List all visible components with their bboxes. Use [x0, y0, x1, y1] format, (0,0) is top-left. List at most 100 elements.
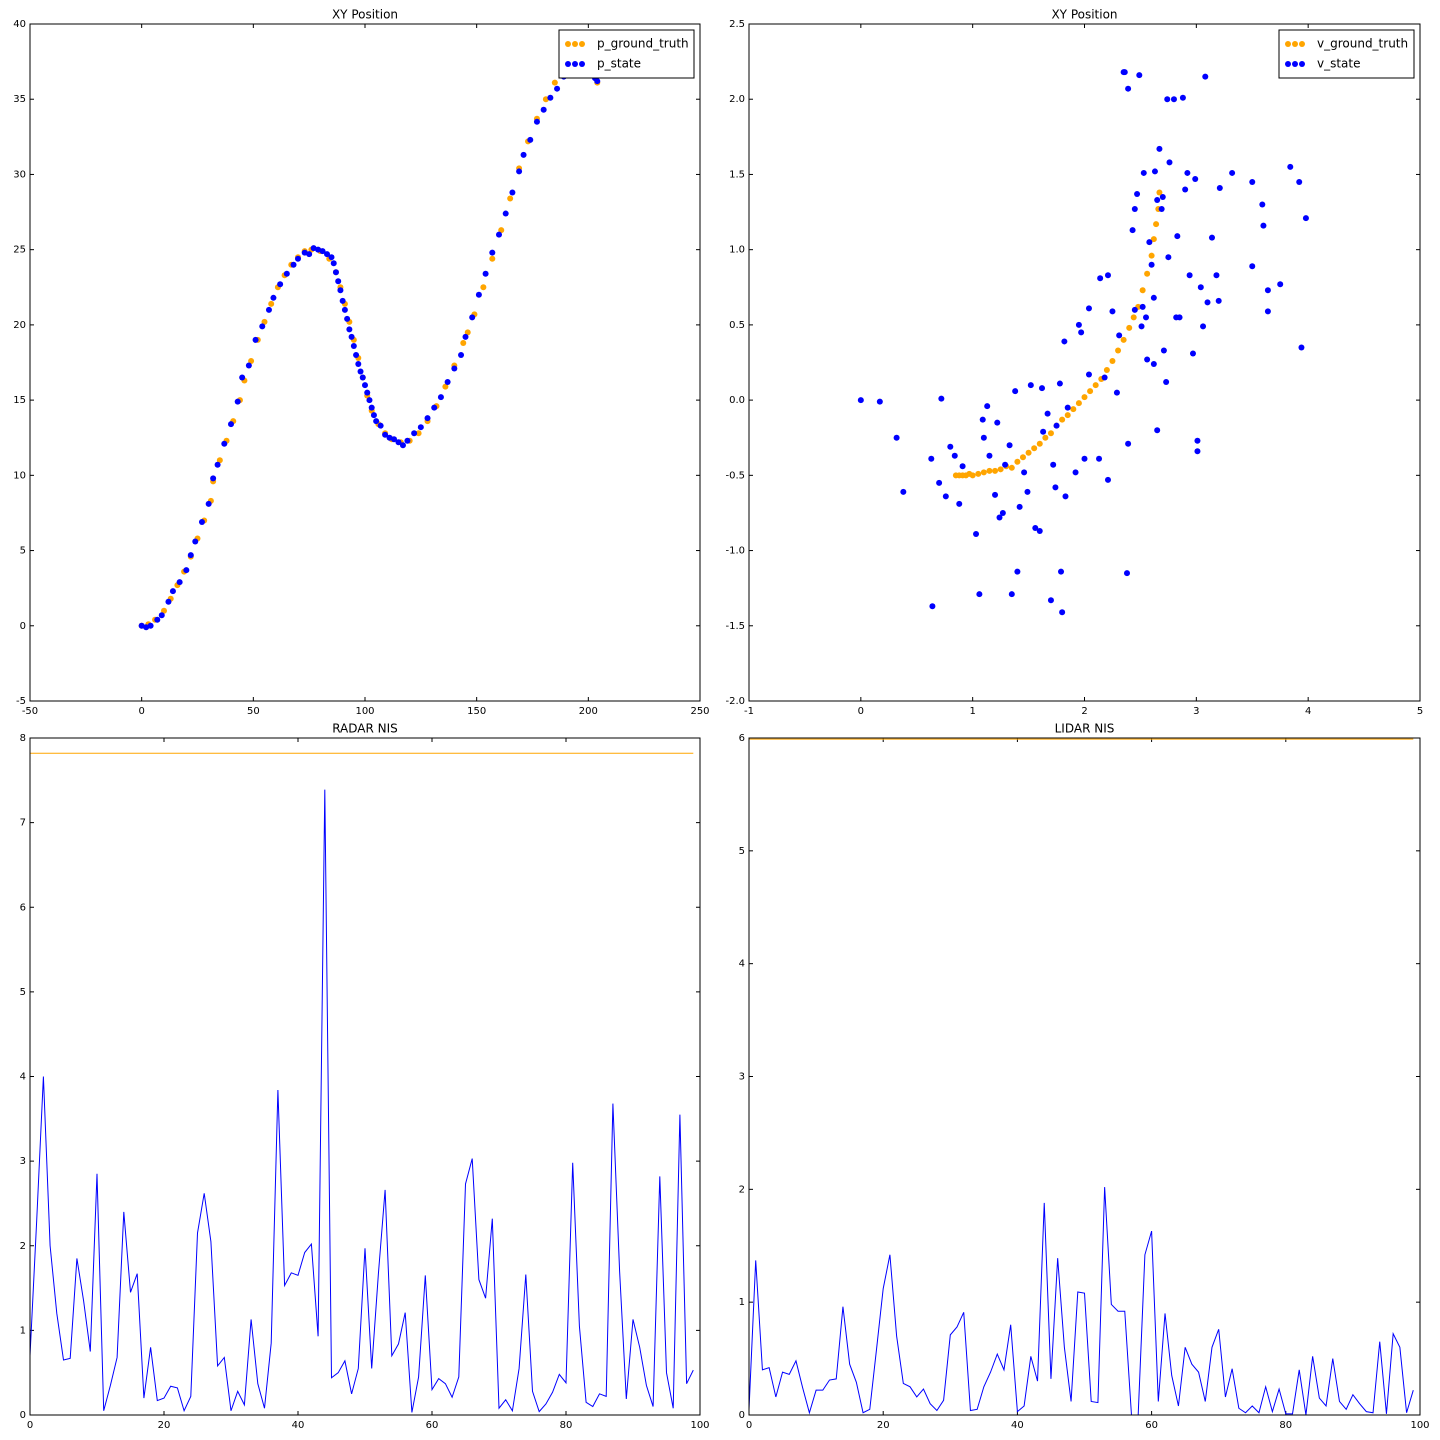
scatter-point: [1204, 299, 1211, 306]
scatter-point: [1053, 422, 1060, 429]
scatter-point: [1287, 163, 1294, 170]
legend-marker: [565, 61, 571, 67]
scatter-point: [929, 603, 936, 610]
legend-marker: [572, 61, 578, 67]
scatter-point: [956, 500, 963, 507]
scatter-point: [1120, 336, 1127, 343]
scatter-point: [1019, 454, 1026, 461]
plot-area: [30, 738, 700, 1415]
scatter-point: [458, 351, 465, 358]
scatter-point: [187, 552, 194, 559]
y-tick-label: -5: [16, 696, 26, 707]
scatter-point: [265, 306, 272, 313]
scatter-point: [936, 479, 943, 486]
scatter-point: [1039, 385, 1046, 392]
scatter-point: [1131, 306, 1138, 313]
scatter-point: [368, 404, 375, 411]
x-tick-label: 100: [355, 706, 374, 717]
scatter-point: [415, 430, 422, 437]
scatter-point: [348, 333, 355, 340]
legend-marker: [1292, 41, 1298, 47]
scatter-point: [1151, 168, 1158, 175]
scatter-point: [1129, 227, 1136, 234]
scatter-point: [417, 424, 424, 431]
scatter-point: [986, 452, 993, 459]
scatter-point: [489, 255, 496, 262]
scatter-point: [1200, 323, 1207, 330]
scatter-point: [527, 136, 534, 143]
scatter-point: [154, 616, 161, 623]
scatter-point: [332, 269, 339, 276]
scatter-point: [1058, 568, 1065, 575]
scatter-point: [938, 395, 945, 402]
scatter-point: [158, 612, 165, 619]
scatter-point: [404, 437, 411, 444]
scatter-point: [210, 475, 217, 482]
scatter-point: [1078, 329, 1085, 336]
y-tick-label: 5: [20, 546, 26, 557]
data-line: [748, 1187, 1414, 1416]
scatter-point: [1104, 272, 1111, 279]
scatter-point: [1144, 356, 1151, 363]
scatter-point: [1040, 428, 1047, 435]
scatter-point: [1042, 434, 1049, 441]
scatter-point: [1008, 464, 1015, 471]
scatter-point: [1025, 449, 1032, 456]
scatter-point: [1186, 272, 1193, 279]
scatter-point: [1184, 169, 1191, 176]
x-tick-label: 250: [690, 706, 709, 717]
scatter-point: [330, 260, 337, 267]
scatter-point: [1056, 380, 1063, 387]
scatter-point: [1165, 254, 1172, 261]
scatter-point: [366, 397, 373, 404]
scatter-point: [399, 442, 406, 449]
scatter-point: [984, 403, 991, 410]
scatter-point: [357, 368, 364, 375]
y-tick-label: 1.0: [729, 245, 745, 256]
y-tick-label: 1.5: [729, 169, 745, 180]
scatter-point: [161, 607, 167, 614]
scatter-point: [1139, 287, 1146, 294]
scatter-point: [1197, 284, 1204, 291]
plot-frame: [748, 737, 1421, 1416]
scatter-point: [259, 323, 266, 330]
legend-marker: [565, 41, 571, 47]
x-tick-label: 60: [426, 1420, 439, 1431]
scatter-point: [1012, 388, 1019, 395]
chart-title: XY Position: [1051, 8, 1117, 22]
scatter-point: [431, 404, 438, 411]
legend-marker: [572, 41, 578, 47]
legend-label: p_ground_truth: [597, 37, 689, 51]
subplot: XY Position-50 0 50 100 150 200 250-5051015202…: [13, 8, 709, 718]
scatter-point: [1229, 169, 1236, 176]
scatter-point: [547, 94, 554, 101]
x-tick-label: 50: [247, 706, 260, 717]
scatter-point: [1159, 194, 1166, 201]
scatter-point: [1160, 347, 1167, 354]
y-tick-label: 10: [13, 470, 26, 481]
scatter-point: [451, 365, 458, 372]
scatter-point: [502, 210, 509, 217]
scatter-point: [1036, 440, 1043, 447]
scatter-point: [1016, 503, 1023, 510]
scatter-point: [1164, 96, 1171, 103]
scatter-point: [1101, 374, 1108, 381]
scatter-point: [947, 443, 954, 450]
scatter-point: [1148, 252, 1155, 259]
scatter-point: [234, 398, 241, 405]
scatter-point: [1158, 206, 1165, 213]
scatter-point: [1036, 527, 1043, 534]
scatter-point: [391, 436, 398, 443]
legend-marker: [1285, 61, 1291, 67]
scatter-point: [377, 422, 384, 429]
scatter-point: [411, 430, 418, 437]
y-tick-label: 6: [20, 902, 26, 913]
scatter-point: [1061, 338, 1068, 345]
plot-frame: [748, 23, 1421, 702]
scatter-point: [1146, 239, 1153, 246]
scatter-point: [554, 85, 561, 92]
x-tick-label: 80: [1279, 1420, 1292, 1431]
scatter-point: [1062, 493, 1069, 500]
scatter-point: [1163, 379, 1170, 386]
scatter-point: [198, 518, 205, 525]
